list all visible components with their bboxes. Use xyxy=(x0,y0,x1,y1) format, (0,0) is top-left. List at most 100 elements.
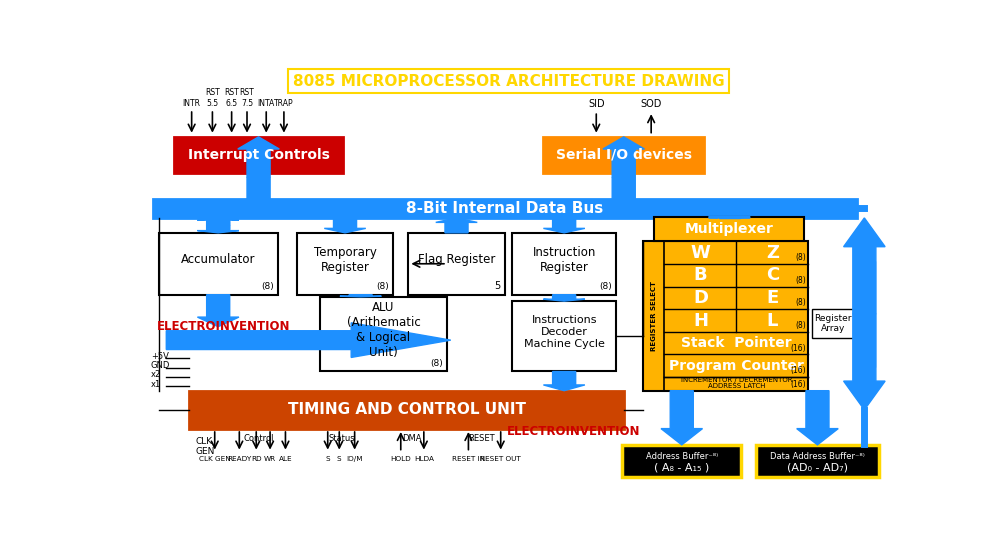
Polygon shape xyxy=(843,314,885,410)
Text: READY: READY xyxy=(227,455,251,461)
Text: INCREMENTOR / DECREMENTOR: INCREMENTOR / DECREMENTOR xyxy=(681,377,792,383)
Text: Temporary
Register: Temporary Register xyxy=(313,245,377,274)
Text: Stack  Pointer: Stack Pointer xyxy=(682,336,792,350)
Polygon shape xyxy=(324,218,366,233)
Text: Register
Array: Register Array xyxy=(814,314,851,333)
Text: (8): (8) xyxy=(796,276,806,285)
Text: (8): (8) xyxy=(796,321,806,330)
Text: 5: 5 xyxy=(494,281,501,291)
Bar xyxy=(153,199,857,218)
Text: Status: Status xyxy=(328,434,355,443)
Text: SOD: SOD xyxy=(641,99,662,109)
Text: Instruction
Register: Instruction Register xyxy=(533,245,596,274)
Polygon shape xyxy=(843,218,885,314)
Text: ( A₈ - A₁₅ ): ( A₈ - A₁₅ ) xyxy=(654,463,709,473)
Text: (16): (16) xyxy=(791,366,806,375)
Polygon shape xyxy=(197,295,239,327)
Text: 8-Bit Internal Data Bus: 8-Bit Internal Data Bus xyxy=(407,201,603,216)
Text: (8): (8) xyxy=(796,299,806,307)
Bar xyxy=(622,445,741,477)
Bar xyxy=(320,297,446,372)
Text: D: D xyxy=(692,289,708,307)
Text: B: B xyxy=(693,266,707,284)
Bar xyxy=(297,233,393,295)
Text: ALE: ALE xyxy=(279,455,293,461)
Polygon shape xyxy=(797,391,838,445)
Text: REGISTER SELECT: REGISTER SELECT xyxy=(651,281,657,351)
Text: S: S xyxy=(337,455,341,461)
Bar xyxy=(512,233,616,295)
Text: (8): (8) xyxy=(261,283,274,291)
Text: +5V: +5V xyxy=(151,352,169,361)
Text: L: L xyxy=(767,311,778,330)
Bar xyxy=(248,155,269,199)
Polygon shape xyxy=(238,137,280,177)
Text: Flag Register: Flag Register xyxy=(418,253,495,266)
Text: ELECTROINVENTION: ELECTROINVENTION xyxy=(157,320,291,333)
Text: W: W xyxy=(690,244,710,261)
Polygon shape xyxy=(544,372,585,391)
Text: RESET: RESET xyxy=(468,434,495,443)
Polygon shape xyxy=(603,177,645,218)
Text: SID: SID xyxy=(588,99,604,109)
Bar xyxy=(174,137,343,173)
Polygon shape xyxy=(661,391,702,445)
Text: CLK GEN: CLK GEN xyxy=(198,455,230,461)
Text: Instructions
Decoder
Machine Cycle: Instructions Decoder Machine Cycle xyxy=(524,315,604,348)
Polygon shape xyxy=(708,217,750,218)
Text: Program Counter: Program Counter xyxy=(669,359,804,373)
Polygon shape xyxy=(603,137,645,177)
Text: INTR: INTR xyxy=(183,99,200,108)
Text: RD: RD xyxy=(251,455,262,461)
Text: RESET IN: RESET IN xyxy=(452,455,485,461)
Bar xyxy=(718,217,740,218)
Text: (16): (16) xyxy=(791,343,806,353)
Polygon shape xyxy=(238,177,280,218)
Bar xyxy=(853,261,875,367)
Text: Interrupt Controls: Interrupt Controls xyxy=(187,148,329,162)
Polygon shape xyxy=(544,295,585,301)
Text: Serial I/O devices: Serial I/O devices xyxy=(556,148,691,162)
Text: ALU
(Arithematic
& Logical
Unit): ALU (Arithematic & Logical Unit) xyxy=(346,301,421,359)
Bar xyxy=(409,233,505,295)
Text: Z: Z xyxy=(766,244,779,261)
Text: (16): (16) xyxy=(791,380,806,389)
Text: Data Address Buffer⁻⁸⁾: Data Address Buffer⁻⁸⁾ xyxy=(770,452,865,460)
Text: WR: WR xyxy=(264,455,276,461)
Text: IO/M: IO/M xyxy=(346,455,363,461)
Text: S: S xyxy=(325,455,330,461)
Bar xyxy=(613,155,635,199)
Bar xyxy=(812,309,854,338)
Bar xyxy=(207,221,229,229)
Text: (AD₀ - AD₇): (AD₀ - AD₇) xyxy=(787,463,848,473)
Text: RESET OUT: RESET OUT xyxy=(480,455,521,461)
Text: (8): (8) xyxy=(796,253,806,262)
Text: TIMING AND CONTROL UNIT: TIMING AND CONTROL UNIT xyxy=(288,402,526,417)
Text: H: H xyxy=(692,311,708,330)
Bar xyxy=(756,445,879,477)
Bar xyxy=(543,137,704,173)
Bar xyxy=(159,233,278,295)
Text: Address Buffer⁻⁸⁾: Address Buffer⁻⁸⁾ xyxy=(646,452,718,460)
Text: CLK
GEN: CLK GEN xyxy=(195,437,215,456)
Bar xyxy=(655,217,805,242)
Text: TRAP: TRAP xyxy=(274,99,294,108)
Text: Accumulator: Accumulator xyxy=(181,253,255,266)
Text: x1: x1 xyxy=(151,380,161,389)
Text: ADDRESS LATCH: ADDRESS LATCH xyxy=(707,383,765,389)
Polygon shape xyxy=(340,295,381,297)
Polygon shape xyxy=(197,218,239,225)
Text: (8): (8) xyxy=(377,283,389,291)
Text: E: E xyxy=(766,289,779,307)
Text: INTA: INTA xyxy=(258,99,275,108)
Bar xyxy=(189,391,624,429)
Bar xyxy=(512,301,616,372)
Text: GND: GND xyxy=(151,361,171,370)
Text: HOLD: HOLD xyxy=(391,455,411,461)
Text: (8): (8) xyxy=(431,359,443,368)
Text: 8085 MICROPROCESSOR ARCHITECTURE DRAWING: 8085 MICROPROCESSOR ARCHITECTURE DRAWING xyxy=(293,74,724,89)
Polygon shape xyxy=(435,218,477,233)
Text: RST
7.5: RST 7.5 xyxy=(240,89,254,108)
Text: C: C xyxy=(766,266,779,284)
Text: RST
6.5: RST 6.5 xyxy=(224,89,239,108)
